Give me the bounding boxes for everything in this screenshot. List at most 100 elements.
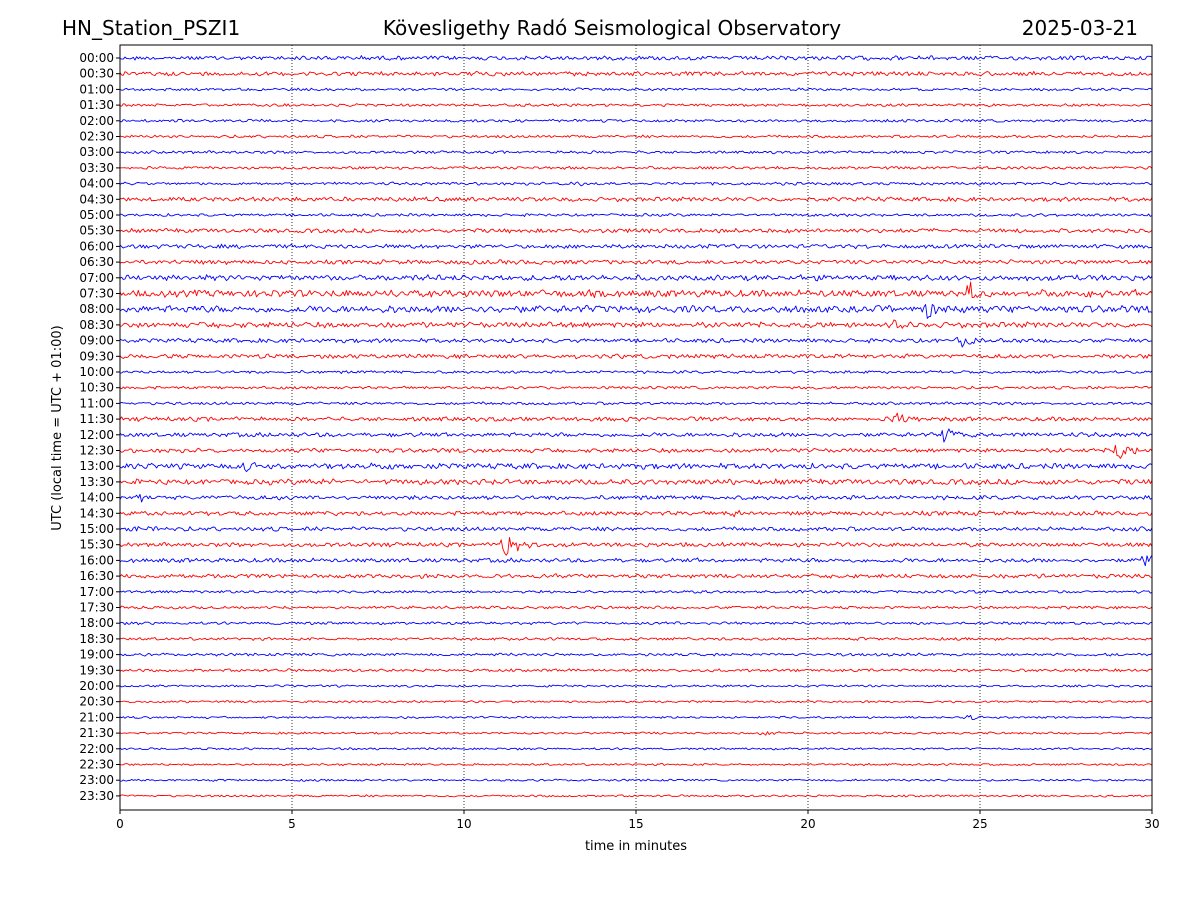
row-label: 02:30 (79, 130, 114, 144)
trace-20:00 (119, 684, 1153, 688)
row-label: 17:00 (79, 585, 114, 599)
trace-10:30 (119, 385, 1153, 390)
row-label: 02:00 (79, 114, 114, 128)
row-label: 21:30 (79, 726, 114, 740)
x-tick-label-25: 25 (972, 817, 987, 831)
trace-01:00 (119, 87, 1153, 92)
row-label: 03:00 (79, 145, 114, 159)
observatory-title: Kövesligethy Radó Seismological Observat… (383, 16, 841, 40)
row-label: 12:00 (79, 428, 114, 442)
trace-19:30 (119, 668, 1153, 673)
trace-07:00 (119, 274, 1153, 282)
row-label: 14:30 (79, 506, 114, 520)
trace-13:00 (119, 462, 1153, 473)
row-label: 22:00 (79, 742, 114, 756)
row-label: 01:30 (79, 98, 114, 112)
row-label: 00:00 (79, 51, 114, 65)
row-label: 20:00 (79, 679, 114, 693)
row-label: 23:30 (79, 789, 114, 803)
x-tick-label-15: 15 (628, 817, 643, 831)
trace-15:00 (119, 526, 1153, 532)
trace-16:30 (119, 573, 1153, 579)
trace-13:30 (119, 478, 1153, 486)
trace-08:30 (119, 319, 1153, 329)
trace-08:00 (119, 304, 1153, 319)
row-label: 16:30 (79, 569, 114, 583)
trace-05:30 (119, 227, 1153, 234)
trace-03:00 (119, 150, 1153, 155)
row-label: 07:30 (79, 287, 114, 301)
row-label: 05:30 (79, 224, 114, 238)
trace-16:00 (119, 554, 1153, 567)
trace-12:00 (119, 428, 1153, 443)
x-tick-label-20: 20 (800, 817, 815, 831)
plot-frame (119, 44, 1153, 811)
trace-22:30 (119, 762, 1153, 767)
trace-23:00 (119, 778, 1153, 782)
row-label: 01:00 (79, 82, 114, 96)
trace-21:30 (119, 731, 1153, 736)
trace-02:00 (119, 118, 1153, 123)
y-axis-label: UTC (local time = UTC + 01:00) (50, 325, 65, 530)
x-tick-label-5: 5 (288, 817, 296, 831)
station-title: HN_Station_PSZI1 (62, 16, 240, 40)
row-label: 16:00 (79, 553, 114, 567)
trace-22:00 (119, 747, 1153, 751)
x-tick-label-10: 10 (456, 817, 471, 831)
trace-18:30 (119, 636, 1153, 641)
row-label: 20:30 (79, 695, 114, 709)
row-label: 21:00 (79, 710, 114, 724)
row-label: 15:30 (79, 538, 114, 552)
trace-23:30 (119, 794, 1153, 798)
row-label: 04:00 (79, 177, 114, 191)
trace-20:30 (120, 700, 1153, 704)
row-label: 09:30 (79, 349, 114, 363)
row-label: 04:30 (79, 192, 114, 206)
row-label: 15:00 (79, 522, 114, 536)
x-axis-ticks: 0 5 10 15 20 25 30 (116, 810, 1160, 831)
row-label: 13:30 (79, 475, 114, 489)
row-label: 22:30 (79, 758, 114, 772)
trace-10:00 (119, 369, 1153, 375)
row-label: 05:00 (79, 208, 114, 222)
trace-12:30 (119, 444, 1153, 459)
row-label: 07:00 (79, 271, 114, 285)
trace-11:00 (119, 401, 1153, 406)
trace-02:30 (119, 134, 1153, 139)
row-label: 10:30 (79, 381, 114, 395)
row-label: 06:00 (79, 239, 114, 253)
x-tick-label-30: 30 (1144, 817, 1159, 831)
trace-17:00 (119, 589, 1153, 594)
row-label: 11:00 (79, 396, 114, 410)
trace-00:30 (119, 70, 1153, 77)
row-label: 19:30 (79, 663, 114, 677)
trace-06:00 (119, 243, 1153, 250)
trace-17:30 (119, 605, 1153, 610)
date-title: 2025-03-21 (1022, 16, 1138, 40)
row-label: 08:30 (79, 318, 114, 332)
row-label: 06:30 (79, 255, 114, 269)
trace-05:00 (119, 213, 1153, 217)
row-label: 10:00 (79, 365, 114, 379)
trace-09:30 (119, 353, 1153, 360)
trace-01:30 (119, 103, 1153, 108)
row-label: 09:00 (79, 334, 114, 348)
row-label: 19:00 (79, 648, 114, 662)
row-label: 12:30 (79, 444, 114, 458)
trace-09:00 (119, 336, 1153, 348)
trace-14:00 (119, 493, 1153, 503)
row-label: 18:30 (79, 632, 114, 646)
trace-03:30 (119, 165, 1153, 170)
trace-06:30 (119, 259, 1153, 265)
row-label: 11:30 (79, 412, 114, 426)
trace-04:00 (119, 181, 1153, 187)
trace-18:00 (119, 621, 1153, 626)
row-label: 03:30 (79, 161, 114, 175)
x-axis-label: time in minutes (585, 839, 687, 854)
trace-15:30 (119, 536, 1153, 556)
row-label: 14:00 (79, 491, 114, 505)
trace-04:30 (119, 196, 1153, 203)
